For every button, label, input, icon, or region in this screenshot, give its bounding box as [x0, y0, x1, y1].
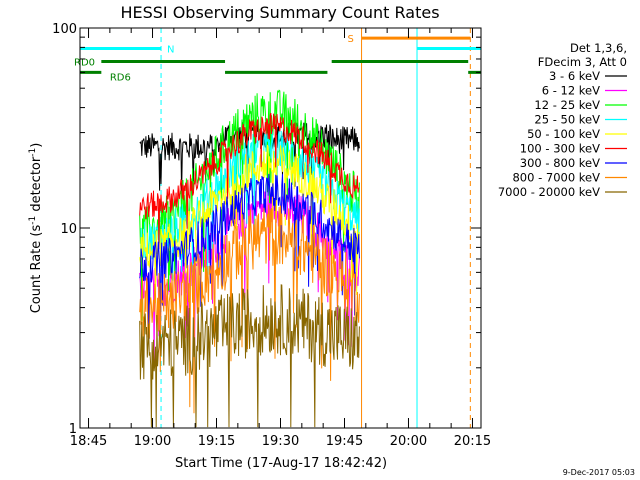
- y-tick-label-2: 100: [52, 22, 77, 37]
- chart-title: HESSI Observing Summary Count Rates: [120, 3, 439, 22]
- legend-label-1: 6 - 12 keV: [542, 84, 600, 98]
- generation-timestamp: 9-Dec-2017 05:03: [563, 468, 635, 477]
- series-line-7: [139, 204, 360, 414]
- legend-label-5: 100 - 300 keV: [520, 142, 600, 156]
- series-line-5: [139, 112, 360, 250]
- flag-label-0: N: [167, 44, 174, 55]
- y-axis-label-part-0: Count Rate (s: [29, 225, 44, 314]
- legend-label-4: 50 - 100 keV: [527, 127, 600, 141]
- flag-label-2: RD0: [74, 57, 95, 68]
- y-axis-label-part-4: ): [29, 143, 44, 148]
- x-tick-label-5: 20:00: [390, 434, 427, 449]
- legend-label-6: 300 - 800 keV: [520, 156, 600, 170]
- series-line-4: [139, 144, 360, 304]
- series-line-8: [139, 284, 360, 428]
- x-tick-label-3: 19:30: [262, 434, 299, 449]
- x-axis-label: Start Time (17-Aug-17 18:42:42): [175, 456, 387, 471]
- x-tick-label-1: 19:00: [134, 434, 171, 449]
- flag-label-3: RD6: [110, 72, 131, 83]
- x-tick-label-0: 18:45: [70, 434, 107, 449]
- y-axis-label: Count Rate (s-1 detector-1): [28, 143, 44, 314]
- x-tick-label-6: 20:15: [454, 434, 491, 449]
- x-tick-label-2: 19:15: [198, 434, 235, 449]
- legend-label-0: 3 - 6 keV: [549, 69, 600, 83]
- legend-label-3: 25 - 50 keV: [534, 113, 600, 127]
- y-axis-label-part-1: -1: [28, 216, 38, 225]
- legend-label-2: 12 - 25 keV: [534, 98, 600, 112]
- flag-label-4: S: [348, 34, 354, 45]
- y-tick-label-1: 10: [60, 222, 77, 237]
- y-axis-label-part-3: -1: [28, 148, 38, 157]
- legend-label-8: 7000 - 20000 keV: [498, 185, 600, 199]
- y-axis-label-part-2: detector: [29, 156, 44, 216]
- legend-header-line-1: Det 1,3,6,: [570, 41, 627, 55]
- plot-area: N RD0 RD6 S: [74, 28, 481, 428]
- series-line-6: [139, 173, 360, 340]
- plot-content: [80, 28, 481, 428]
- legend-header-line-2: FDecim 3, Att 0: [538, 55, 627, 69]
- x-tick-label-4: 19:45: [326, 434, 363, 449]
- axis-ticks: 18:45 19:00 19:15 19:30 19:45 20:00 20:15 1 10 10…: [52, 22, 491, 449]
- y-tick-label-0: 1: [69, 422, 77, 437]
- legend-label-7: 800 - 7000 keV: [512, 171, 600, 185]
